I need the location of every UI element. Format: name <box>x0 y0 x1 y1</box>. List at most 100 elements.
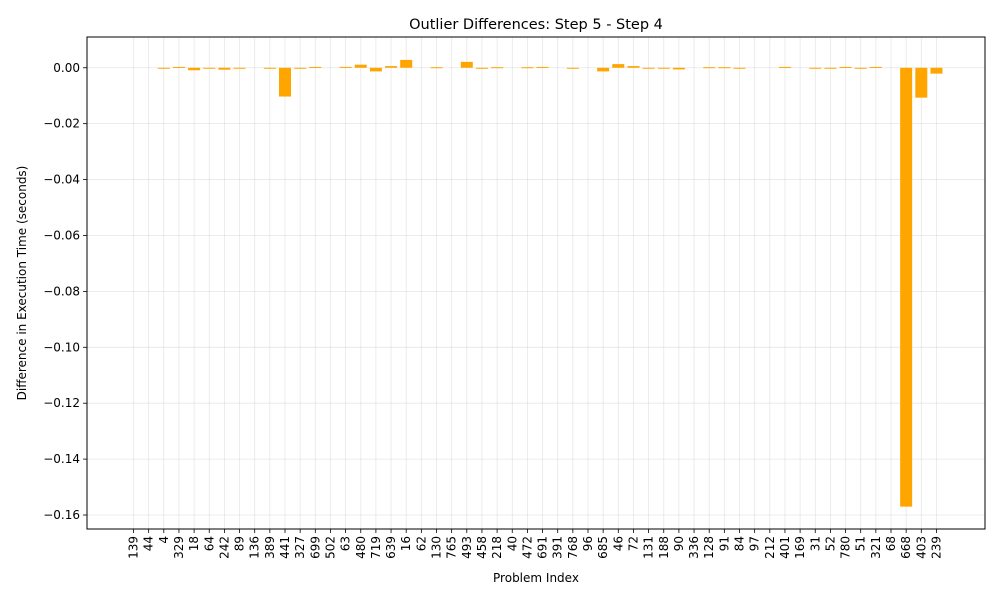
bar <box>627 66 640 68</box>
x-tick-label: 336 <box>687 536 701 559</box>
x-tick-label: 40 <box>505 536 519 551</box>
bar <box>309 66 322 68</box>
bar <box>900 67 913 507</box>
x-tick-label: 46 <box>611 536 625 551</box>
bar <box>703 67 716 69</box>
bar <box>172 66 185 68</box>
x-tick-label: 699 <box>308 536 322 559</box>
x-tick-label: 16 <box>399 536 413 551</box>
x-tick-label: 327 <box>293 536 307 559</box>
x-tick-label: 188 <box>657 536 671 559</box>
x-tick-label: 403 <box>914 536 928 559</box>
x-tick-label: 212 <box>763 536 777 559</box>
x-tick-label: 44 <box>142 536 156 551</box>
x-tick-label: 72 <box>626 536 640 551</box>
y-tick-label: −0.06 <box>43 228 80 242</box>
bar <box>279 67 291 97</box>
bar <box>566 67 579 69</box>
plot-frame <box>86 36 986 530</box>
bar <box>824 67 837 69</box>
x-tick-label: 131 <box>642 536 656 559</box>
x-tick-label: 68 <box>884 536 898 551</box>
x-tick-label: 780 <box>839 536 853 559</box>
x-tick-label: 130 <box>430 536 444 559</box>
bar <box>672 67 685 70</box>
x-tick-label: 128 <box>702 536 716 559</box>
x-axis: 139 44 4 329 18 64 242 89 136 389 441 327 699 502 63 48… <box>127 529 943 559</box>
x-tick-label: 719 <box>369 536 383 559</box>
x-tick-label: 321 <box>869 536 883 559</box>
x-tick-label: 389 <box>263 536 277 559</box>
x-tick-label: 84 <box>733 536 747 551</box>
x-tick-label: 493 <box>460 536 474 559</box>
x-axis-title: Problem Index <box>493 571 579 585</box>
bar <box>733 67 746 69</box>
y-tick-label: −0.04 <box>43 173 80 187</box>
x-tick-label: 91 <box>717 536 731 551</box>
x-tick-label: 96 <box>581 536 595 551</box>
x-tick-label: 18 <box>187 536 201 551</box>
x-tick-label: 97 <box>748 536 762 551</box>
bar <box>536 66 549 68</box>
bar <box>475 67 488 69</box>
bar <box>612 64 625 68</box>
bar <box>460 61 473 68</box>
x-tick-label: 639 <box>384 536 398 559</box>
bar <box>491 67 504 69</box>
x-tick-label: 218 <box>490 536 504 559</box>
bar <box>385 66 398 68</box>
bar <box>915 67 928 98</box>
y-axis-title: Difference in Execution Time (seconds) <box>15 166 29 401</box>
x-tick-label: 668 <box>899 536 913 559</box>
bar <box>188 67 201 71</box>
x-tick-label: 136 <box>248 536 262 559</box>
bar <box>521 67 534 69</box>
bar <box>400 59 413 68</box>
y-tick-label: −0.10 <box>43 340 80 354</box>
y-tick-label: −0.16 <box>43 508 80 522</box>
x-tick-label: 89 <box>233 536 247 551</box>
x-tick-label: 458 <box>475 536 489 559</box>
bar <box>869 66 882 68</box>
y-tick-label: 0.00 <box>53 61 80 75</box>
bar <box>642 67 655 69</box>
bar <box>354 64 367 68</box>
bar <box>657 67 670 69</box>
bar <box>778 66 791 68</box>
bar <box>218 67 231 70</box>
x-tick-label: 480 <box>354 536 368 559</box>
x-tick-label: 63 <box>339 536 353 551</box>
bar <box>597 67 610 72</box>
x-tick-label: 4 <box>157 536 171 544</box>
x-tick-label: 472 <box>520 536 534 559</box>
bar <box>157 67 170 69</box>
bar <box>369 67 382 72</box>
x-tick-label: 52 <box>823 536 837 551</box>
x-tick-label: 31 <box>808 536 822 551</box>
grid <box>87 37 985 529</box>
bar <box>263 67 276 69</box>
x-tick-label: 169 <box>793 536 807 559</box>
bar <box>839 66 852 68</box>
x-tick-label: 90 <box>672 536 686 551</box>
bar <box>339 66 352 68</box>
x-tick-label: 401 <box>778 536 792 559</box>
x-tick-label: 239 <box>929 536 943 559</box>
x-tick-label: 242 <box>217 536 231 559</box>
x-tick-label: 391 <box>551 536 565 559</box>
x-tick-label: 139 <box>127 536 141 559</box>
x-tick-label: 64 <box>202 536 216 551</box>
bar <box>718 67 731 69</box>
chart-title: Outlier Differences: Step 5 - Step 4 <box>409 17 663 33</box>
y-tick-label: −0.14 <box>43 452 80 466</box>
y-tick-label: −0.08 <box>43 284 80 298</box>
bar <box>233 67 246 69</box>
y-tick-label: −0.12 <box>43 396 80 410</box>
bar <box>203 67 216 69</box>
y-tick-label: −0.02 <box>43 117 80 131</box>
bar <box>854 67 867 69</box>
x-tick-label: 441 <box>278 536 292 559</box>
y-axis: 0.00 −0.02 −0.04 −0.06 −0.08 −0.10 −0.12 −0.14 −… <box>43 61 87 522</box>
